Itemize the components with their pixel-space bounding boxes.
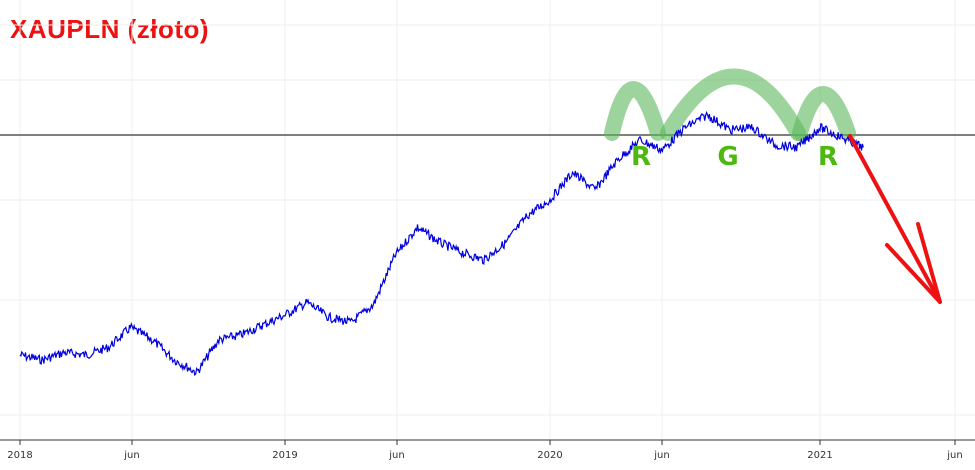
arc-1 [660,68,806,141]
price-line [19,110,864,377]
x-tick-label: 2020 [537,450,562,461]
arrow-head [885,222,942,304]
arrow-shaft [848,134,942,304]
pattern-label-0: R [631,142,651,172]
grid [0,0,975,440]
x-tick-label: 2018 [7,450,32,461]
x-tick-label: 2019 [272,450,297,461]
head-shoulders-arcs [604,68,856,141]
x-tick-label: jun [946,450,962,461]
pattern-label-1: G [717,142,738,172]
arc-0 [604,81,666,141]
x-tick-label: jun [653,450,669,461]
x-tick-label: 2021 [807,450,832,461]
x-tick-label: jun [388,450,404,461]
pattern-label-2: R [818,142,838,172]
x-axis-ticks: 2018 jun 2019 jun 2020 jun 2021 jun [7,440,963,461]
chart-title: XAUPLN (złoto) [10,14,210,44]
x-tick-label: jun [123,450,139,461]
arc-2 [792,86,856,141]
down-arrow [848,134,942,304]
